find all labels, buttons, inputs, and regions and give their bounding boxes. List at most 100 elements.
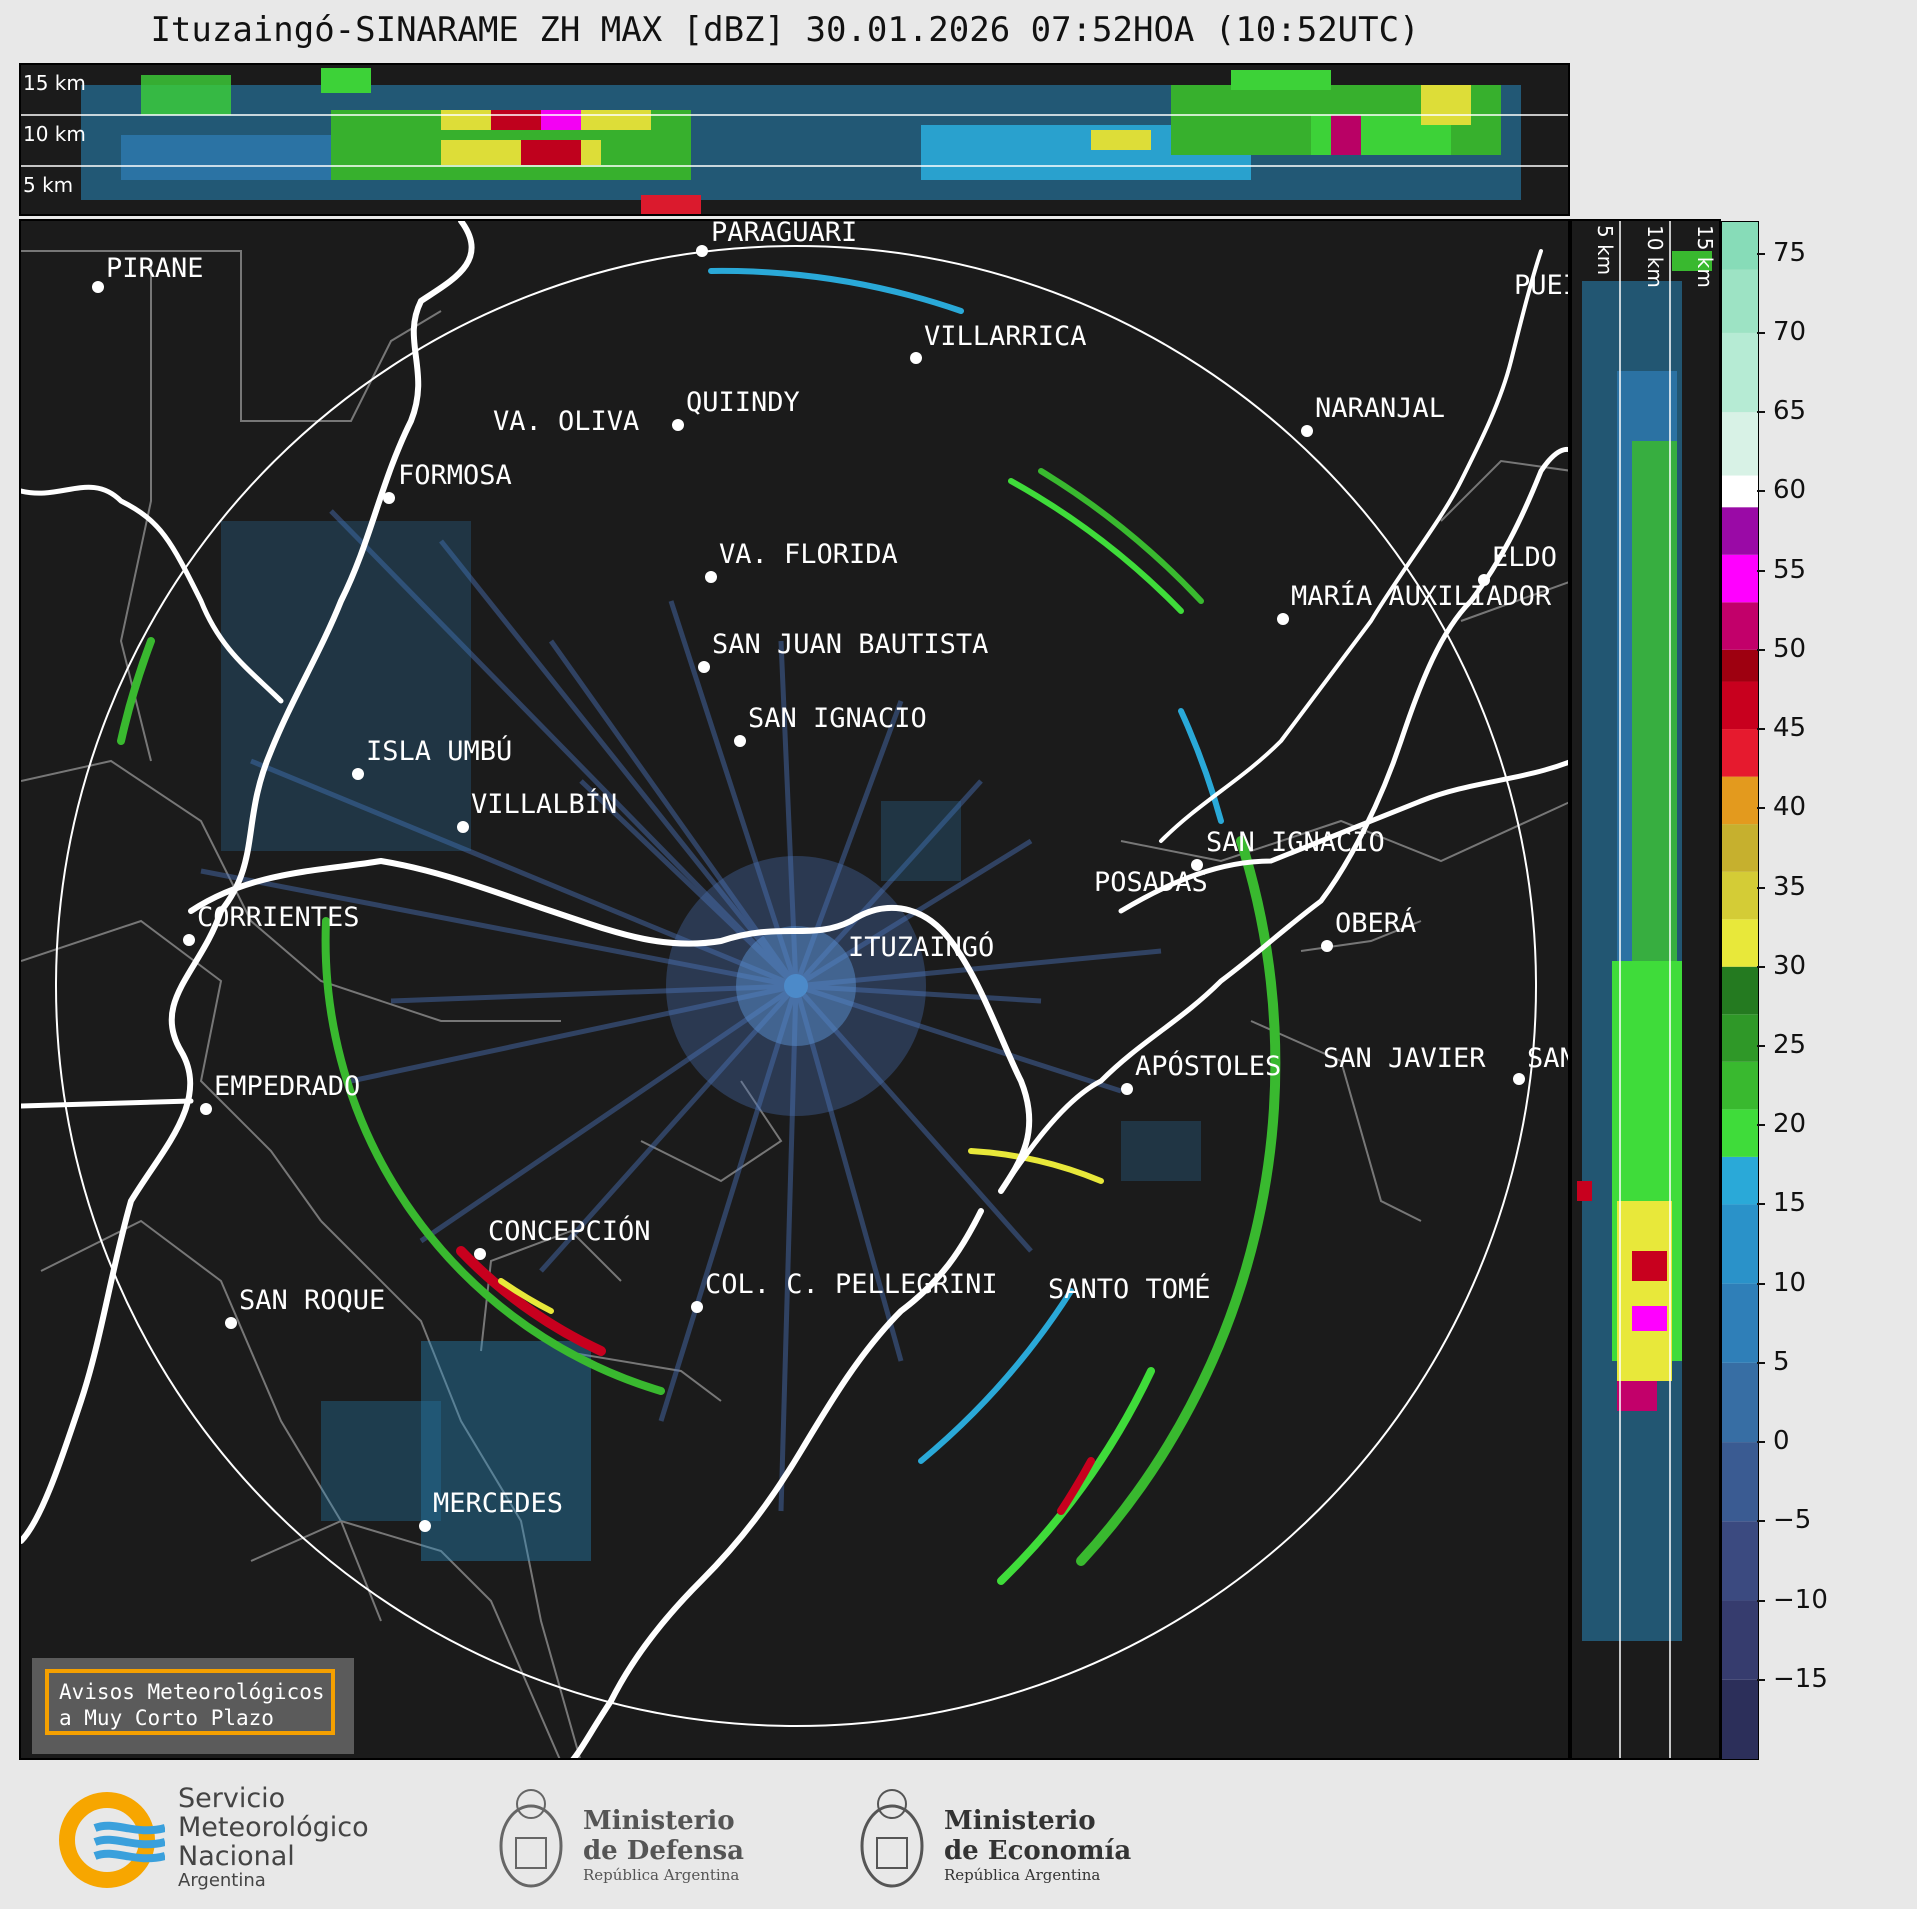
defensa-text: Ministerio de Defensa República Argentin…	[583, 1806, 744, 1884]
radar-map-canvas	[21, 221, 1568, 1758]
top-cross-section-plot	[21, 68, 1568, 214]
colorbar-segment	[1722, 824, 1758, 872]
city-label-maria-auxiliadora: MARÍA AUXILIADOR	[1291, 581, 1552, 612]
city-label-puerto: PUEI	[1514, 270, 1568, 301]
warning-line-2: a Muy Corto Plazo	[59, 1706, 274, 1730]
colorbar-tick: 0	[1757, 1426, 1790, 1456]
city-dot-naranjal	[1301, 425, 1313, 437]
city-dot-san-ignacio-ar	[1191, 859, 1203, 871]
top-cs-label-10km: 10 km	[23, 122, 86, 146]
colorbar-tick-label: 35	[1773, 871, 1807, 902]
city-label-obera: OBERÁ	[1335, 908, 1417, 939]
city-label-posadas: POSADAS	[1094, 867, 1208, 898]
colorbar-tick-label: −10	[1773, 1584, 1828, 1615]
colorbar-tick: 40	[1756, 792, 1807, 823]
colorbar-segment	[1722, 1679, 1758, 1759]
city-label-va-oliva: VA. OLIVA	[493, 406, 640, 437]
colorbar-tick-label: 50	[1773, 633, 1807, 664]
footer: Servicio Meteorológico Nacional Argentin…	[0, 1762, 1917, 1909]
colorbar-segment	[1722, 1014, 1758, 1062]
city-label-isla-umbu: ISLA UMBÚ	[366, 736, 513, 767]
side-cross-section: 5 km 10 km 15 km	[1570, 219, 1721, 1760]
colorbar-tick-label: 15	[1773, 1188, 1807, 1219]
city-dot-paraguari	[696, 245, 708, 257]
colorbar-tick-label: 5	[1773, 1346, 1790, 1377]
warning-box: Avisos Meteorológicos a Muy Corto Plazo	[32, 1658, 354, 1754]
colorbar-tick-label: 60	[1773, 475, 1807, 506]
colorbar-tick-label: −15	[1773, 1663, 1828, 1694]
page-title: Ituzaingó-SINARAME ZH MAX [dBZ] 30.01.20…	[150, 10, 1420, 50]
colorbar-segment	[1722, 776, 1758, 825]
city-dot-san-juan-bautista	[698, 661, 710, 673]
colorbar-tick: 15	[1756, 1188, 1807, 1219]
colorbar-segment	[1722, 1283, 1758, 1363]
city-label-eldorado: ELDO	[1492, 542, 1558, 573]
colorbar-tick: 65	[1756, 396, 1807, 427]
colorbar-segment	[1722, 1362, 1758, 1443]
colorbar-tick: −5	[1756, 1505, 1811, 1535]
smn-line-2: Meteorológico	[178, 1812, 369, 1843]
city-dot-mercedes	[419, 1520, 431, 1532]
colorbar-tick: 70	[1756, 316, 1807, 347]
side-cs-label-5km: 5 km	[1593, 225, 1617, 276]
colorbar-segment	[1722, 475, 1758, 508]
colorbar	[1721, 221, 1759, 1760]
city-label-mercedes: MERCEDES	[433, 1488, 564, 1519]
smn-line-3: Nacional	[178, 1841, 295, 1872]
city-label-villalbin: VILLALBÍN	[471, 789, 618, 820]
colorbar-segment	[1722, 222, 1758, 270]
colorbar-segment	[1722, 1521, 1758, 1601]
side-cs-label-15km: 15 km	[1693, 225, 1717, 288]
colorbar-tick: 55	[1756, 555, 1806, 585]
city-dot-corrientes	[183, 934, 195, 946]
colorbar-segment	[1722, 412, 1758, 476]
economia-text: Ministerio de Economía República Argenti…	[944, 1806, 1131, 1884]
colorbar-segment	[1722, 1109, 1758, 1157]
colorbar-segment	[1722, 919, 1758, 967]
city-label-san-ignacio-py: SAN IGNACIO	[748, 703, 927, 734]
city-dot-san-east	[1513, 1073, 1525, 1085]
city-dot-col-pellegrini	[691, 1301, 703, 1313]
city-label-concepcion: CONCEPCIÓN	[488, 1216, 651, 1247]
colorbar-tick: −15	[1757, 1663, 1828, 1694]
colorbar-tick-label: 40	[1773, 792, 1807, 823]
colorbar-segment	[1722, 602, 1758, 650]
city-dot-formosa	[383, 492, 395, 504]
colorbar-tick: 50	[1756, 633, 1807, 664]
city-label-villarrica: VILLARRICA	[924, 321, 1087, 352]
colorbar-tick: 5	[1757, 1346, 1790, 1377]
city-label-santo-tome: SANTO TOMÉ	[1048, 1274, 1211, 1305]
city-dot-maria-auxiliadora	[1277, 613, 1289, 625]
colorbar-tick: 45	[1756, 713, 1806, 743]
top-cs-label-15km: 15 km	[23, 71, 86, 95]
warning-box-frame: Avisos Meteorológicos a Muy Corto Plazo	[45, 1669, 335, 1735]
colorbar-segment	[1722, 1442, 1758, 1522]
city-dot-san-ignacio-py	[734, 735, 746, 747]
colorbar-ticks: 75 70 65 60 55 50 45 40 35 30 25 20 15 10 5 0 −5 −10 −15	[1756, 221, 1849, 1760]
defensa-line-3: República Argentina	[583, 1866, 740, 1884]
radar-map: PIRANE PARAGUARÍ VILLARRICA QUIINDY VA. …	[19, 219, 1570, 1760]
colorbar-segment	[1722, 332, 1758, 413]
smn-text: Servicio Meteorológico Nacional Argentin…	[178, 1784, 369, 1891]
city-dot-apostoles	[1121, 1083, 1133, 1095]
smn-logo-icon	[55, 1790, 167, 1890]
colorbar-segment	[1722, 269, 1758, 333]
top-cross-section: 15 km 10 km 5 km	[19, 63, 1570, 216]
economia-line-3: República Argentina	[944, 1866, 1101, 1884]
top-cs-label-5km: 5 km	[23, 173, 74, 197]
colorbar-segment	[1722, 1156, 1758, 1205]
colorbar-tick-label: 75	[1773, 237, 1807, 268]
city-label-paraguari: PARAGUARÍ	[711, 219, 858, 248]
colorbar-segment	[1722, 1204, 1758, 1284]
smn-line-1: Servicio	[178, 1783, 286, 1814]
colorbar-tick-label: 65	[1773, 396, 1807, 427]
city-dot-quiindy	[672, 419, 684, 431]
city-dot-villarrica	[910, 352, 922, 364]
colorbar-tick: −10	[1757, 1584, 1828, 1615]
city-dot-san-roque	[225, 1317, 237, 1329]
colorbar-tick: 10	[1756, 1268, 1806, 1298]
colorbar-tick-label: 70	[1773, 316, 1807, 347]
city-label-san-juan-bautista: SAN JUAN BAUTISTA	[712, 629, 989, 660]
colorbar-segment	[1722, 554, 1758, 603]
economia-line-2: de Economía	[944, 1836, 1132, 1866]
